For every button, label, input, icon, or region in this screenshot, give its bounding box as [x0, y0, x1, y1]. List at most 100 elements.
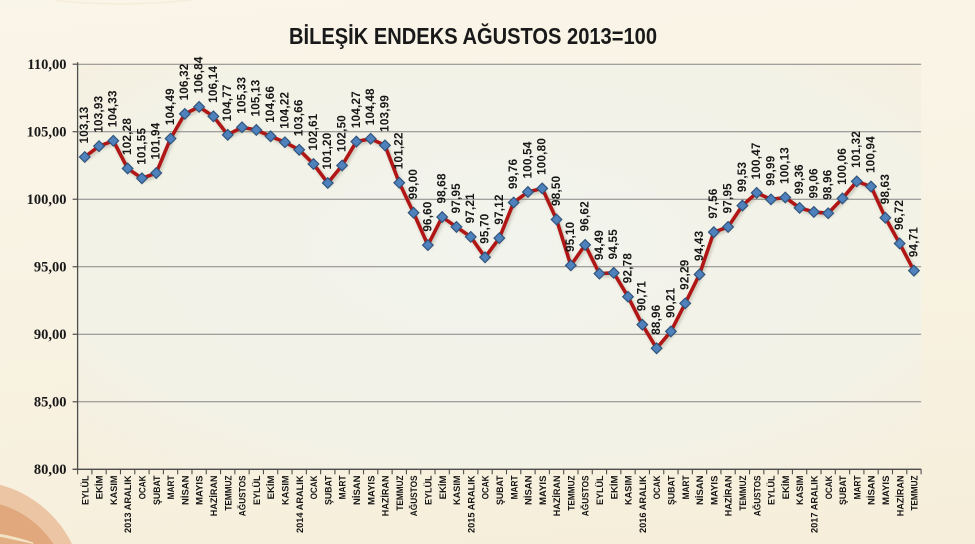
svg-text:95,70: 95,70 — [478, 214, 491, 244]
svg-text:2016 ARALIK: 2016 ARALIK — [638, 475, 649, 533]
svg-text:95,10: 95,10 — [564, 222, 577, 252]
svg-text:100,54: 100,54 — [521, 141, 534, 178]
svg-text:103,13: 103,13 — [78, 106, 91, 143]
svg-text:2015 ARALIK: 2015 ARALIK — [466, 475, 477, 533]
svg-text:MART: MART — [509, 475, 520, 499]
svg-text:99,53: 99,53 — [736, 162, 749, 193]
svg-text:MAYIS: MAYIS — [709, 475, 720, 505]
svg-text:104,33: 104,33 — [107, 90, 120, 127]
svg-text:106,14: 106,14 — [207, 66, 220, 103]
svg-text:TEMMUZ: TEMMUZ — [395, 475, 406, 510]
svg-text:AĞUSTOS: AĞUSTOS — [408, 475, 420, 516]
svg-text:OCAK: OCAK — [824, 475, 835, 499]
svg-text:104,48: 104,48 — [364, 88, 377, 125]
svg-text:99,00: 99,00 — [407, 169, 420, 199]
svg-text:100,47: 100,47 — [750, 142, 763, 179]
svg-text:94,49: 94,49 — [593, 230, 606, 261]
svg-text:106,84: 106,84 — [193, 56, 206, 93]
svg-text:100,13: 100,13 — [779, 147, 792, 184]
svg-text:AĞUSTOS: AĞUSTOS — [237, 475, 249, 516]
svg-text:EYLÜL: EYLÜL — [423, 475, 434, 505]
svg-text:NİSAN: NİSAN — [352, 475, 363, 505]
svg-text:ŞUBAT: ŞUBAT — [152, 475, 163, 505]
svg-text:EKİM: EKİM — [609, 475, 620, 499]
svg-text:110,00: 110,00 — [27, 57, 66, 73]
svg-text:ŞUBAT: ŞUBAT — [838, 475, 849, 505]
svg-text:97,21: 97,21 — [464, 193, 477, 224]
svg-text:EYLÜL: EYLÜL — [595, 475, 606, 505]
svg-text:100,06: 100,06 — [836, 148, 849, 185]
svg-text:OCAK: OCAK — [481, 475, 492, 499]
svg-text:MAYIS: MAYIS — [538, 475, 549, 505]
svg-text:94,71: 94,71 — [907, 227, 920, 258]
svg-text:97,95: 97,95 — [450, 183, 463, 214]
svg-text:96,62: 96,62 — [579, 201, 592, 231]
svg-text:EKİM: EKİM — [95, 475, 106, 499]
svg-text:2013 ARALIK: 2013 ARALIK — [123, 475, 134, 533]
svg-text:101,55: 101,55 — [135, 128, 148, 165]
svg-text:EYLÜL: EYLÜL — [252, 475, 263, 505]
svg-text:101,22: 101,22 — [393, 132, 406, 169]
svg-text:HAZİRAN: HAZİRAN — [724, 475, 735, 516]
svg-text:90,21: 90,21 — [664, 287, 677, 318]
svg-text:96,60: 96,60 — [421, 201, 434, 231]
svg-text:KASIM: KASIM — [795, 476, 806, 506]
svg-text:OCAK: OCAK — [652, 475, 663, 499]
svg-text:103,93: 103,93 — [92, 95, 105, 132]
svg-text:NİSAN: NİSAN — [695, 475, 706, 505]
svg-text:MAYIS: MAYIS — [366, 475, 377, 505]
svg-text:98,63: 98,63 — [879, 174, 892, 205]
svg-text:EKİM: EKİM — [781, 475, 792, 499]
svg-text:99,99: 99,99 — [764, 155, 777, 186]
svg-text:EKİM: EKİM — [266, 475, 277, 499]
svg-text:98,50: 98,50 — [550, 176, 563, 206]
svg-text:103,66: 103,66 — [293, 99, 306, 136]
svg-text:100,94: 100,94 — [864, 136, 877, 173]
svg-text:NİSAN: NİSAN — [524, 475, 535, 505]
svg-text:HAZİRAN: HAZİRAN — [895, 475, 906, 516]
svg-text:99,76: 99,76 — [507, 158, 520, 189]
svg-text:100,80: 100,80 — [536, 138, 549, 175]
svg-text:MART: MART — [166, 475, 177, 499]
svg-text:106,32: 106,32 — [178, 63, 191, 100]
svg-text:NİSAN: NİSAN — [180, 475, 191, 505]
svg-text:80,00: 80,00 — [34, 462, 67, 478]
svg-text:HAZİRAN: HAZİRAN — [552, 475, 563, 516]
svg-text:ŞUBAT: ŞUBAT — [667, 475, 678, 505]
svg-text:99,36: 99,36 — [793, 164, 806, 195]
svg-text:ŞUBAT: ŞUBAT — [495, 475, 506, 505]
svg-text:98,68: 98,68 — [436, 173, 449, 204]
svg-text:88,96: 88,96 — [650, 304, 663, 335]
svg-text:102,28: 102,28 — [121, 118, 134, 155]
svg-text:104,22: 104,22 — [278, 92, 291, 129]
svg-text:101,20: 101,20 — [321, 133, 334, 170]
svg-text:KASIM: KASIM — [109, 476, 120, 506]
svg-text:102,61: 102,61 — [307, 113, 320, 150]
svg-text:TEMMUZ: TEMMUZ — [223, 475, 234, 510]
svg-text:92,29: 92,29 — [679, 259, 692, 290]
svg-text:KASIM: KASIM — [452, 476, 463, 506]
svg-text:2014 ARALIK: 2014 ARALIK — [295, 475, 306, 533]
svg-text:94,43: 94,43 — [693, 230, 706, 261]
svg-text:92,78: 92,78 — [621, 253, 634, 284]
svg-text:MAYIS: MAYIS — [881, 475, 892, 505]
svg-text:97,12: 97,12 — [493, 194, 506, 224]
svg-text:AĞUSTOS: AĞUSTOS — [751, 475, 763, 516]
svg-text:105,33: 105,33 — [235, 76, 248, 113]
svg-text:EKİM: EKİM — [438, 475, 449, 499]
svg-text:OCAK: OCAK — [309, 475, 320, 499]
svg-text:TEMMUZ: TEMMUZ — [910, 475, 921, 510]
svg-text:KASIM: KASIM — [281, 476, 292, 506]
svg-text:90,00: 90,00 — [34, 327, 67, 343]
svg-text:96,72: 96,72 — [893, 200, 906, 230]
svg-text:MAYIS: MAYIS — [195, 475, 206, 505]
svg-text:104,66: 104,66 — [264, 86, 277, 123]
svg-text:97,95: 97,95 — [722, 183, 735, 214]
svg-text:95,00: 95,00 — [34, 259, 67, 275]
svg-text:MART: MART — [852, 475, 863, 499]
svg-text:EYLÜL: EYLÜL — [80, 475, 91, 505]
svg-text:KASIM: KASIM — [624, 476, 635, 506]
svg-text:85,00: 85,00 — [34, 394, 67, 410]
svg-text:HAZİRAN: HAZİRAN — [381, 475, 392, 516]
svg-text:104,49: 104,49 — [164, 88, 177, 125]
